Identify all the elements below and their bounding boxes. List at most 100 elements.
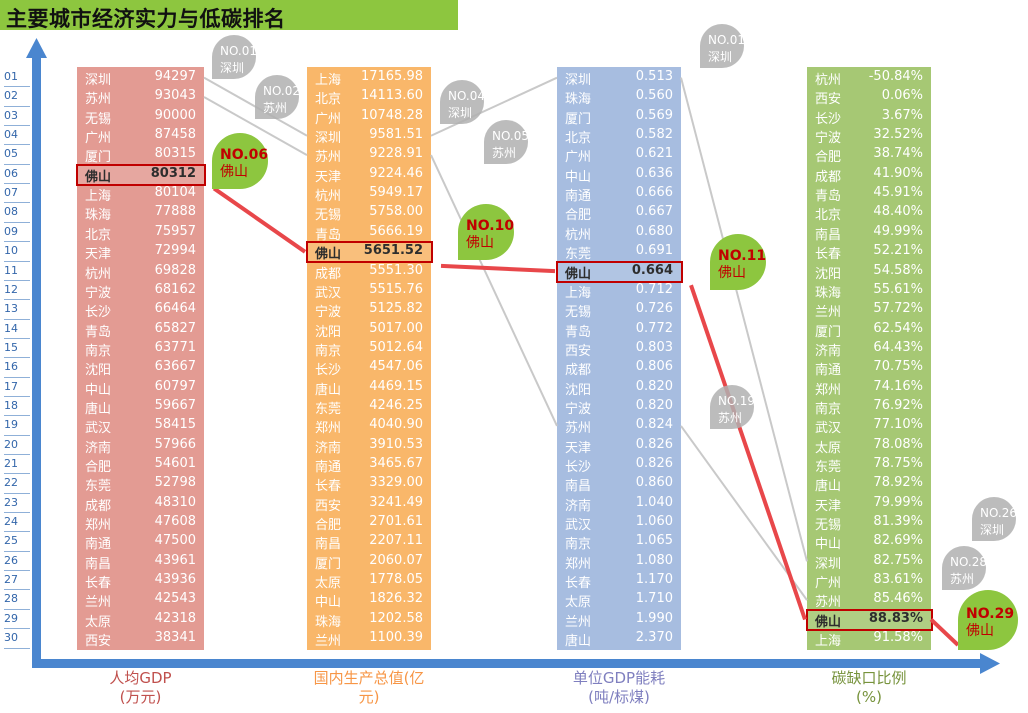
city-name: 济南 bbox=[85, 440, 112, 456]
city-name: 东莞 bbox=[815, 460, 842, 475]
city-name: 南通 bbox=[815, 363, 842, 379]
city-value: 78.92% bbox=[873, 475, 923, 491]
table-row: 珠海 55.61% bbox=[815, 282, 923, 301]
table-row: 深圳 94297 bbox=[85, 69, 196, 88]
table-row: 佛山 88.83% bbox=[815, 611, 923, 630]
callout-rank: NO.19 bbox=[718, 394, 755, 408]
city-name: 南通 bbox=[315, 460, 342, 475]
table-row: 长沙 4547.06 bbox=[315, 359, 423, 378]
city-name: 南通 bbox=[85, 537, 112, 553]
rank-label: 15 bbox=[4, 340, 18, 354]
rank-separator bbox=[4, 454, 30, 455]
city-value: 0.664 bbox=[631, 262, 673, 278]
table-row: 北京 75957 bbox=[85, 224, 196, 243]
table-row: 南昌 49.99% bbox=[815, 224, 923, 243]
column-label: 人均GDP (万元) bbox=[109, 669, 172, 706]
city-name: 长春 bbox=[565, 576, 592, 592]
table-row: 东莞 4246.25 bbox=[315, 398, 423, 417]
city-name: 无锡 bbox=[565, 305, 592, 321]
city-value: 0.860 bbox=[635, 475, 673, 491]
city-name: 长春 bbox=[815, 247, 842, 263]
city-name: 沈阳 bbox=[565, 382, 592, 398]
table-row: 南京 76.92% bbox=[815, 398, 923, 417]
city-value: 77.10% bbox=[873, 417, 923, 433]
city-name: 天津 bbox=[315, 169, 342, 185]
highlight-box bbox=[76, 163, 206, 187]
table-row: 天津 0.826 bbox=[565, 437, 673, 456]
city-value: 64.43% bbox=[873, 339, 923, 355]
column-label: 单位GDP能耗 (吨/标煤) bbox=[572, 669, 666, 706]
city-name: 武汉 bbox=[85, 421, 112, 437]
city-value: 70.75% bbox=[873, 359, 923, 375]
city-value: 78.08% bbox=[873, 436, 923, 452]
table-row: 郑州 47608 bbox=[85, 514, 196, 533]
city-name: 长春 bbox=[85, 576, 112, 592]
city-name: 济南 bbox=[815, 343, 842, 359]
city-value: 82.69% bbox=[873, 533, 923, 549]
table-row: 青岛 0.772 bbox=[565, 321, 673, 340]
table-row: 青岛 65827 bbox=[85, 321, 196, 340]
city-value: 0.513 bbox=[635, 69, 673, 84]
callout-bubble-gray: NO.02 苏州 bbox=[255, 75, 300, 119]
connector-line-gray bbox=[430, 76, 558, 137]
callout-city: 苏州 bbox=[492, 146, 516, 160]
city-value: 81.39% bbox=[873, 514, 923, 530]
city-value: 1202.58 bbox=[369, 610, 423, 626]
city-value: 58415 bbox=[154, 417, 196, 433]
table-row: 长春 1.170 bbox=[565, 572, 673, 591]
city-name: 青岛 bbox=[565, 324, 592, 340]
city-value: 5666.19 bbox=[369, 223, 423, 239]
table-row: 济南 57966 bbox=[85, 437, 196, 456]
city-name: 杭州 bbox=[815, 73, 842, 88]
title-bar: 主要城市经济实力与低碳排名 bbox=[0, 0, 458, 31]
connector-line-gray bbox=[203, 96, 308, 156]
city-value: 3465.67 bbox=[369, 456, 423, 471]
city-value: 0.569 bbox=[635, 107, 673, 123]
city-name: 宁波 bbox=[815, 131, 842, 147]
table-row: 郑州 4040.90 bbox=[315, 417, 423, 436]
table-row: 宁波 5125.82 bbox=[315, 301, 423, 320]
city-name: 苏州 bbox=[815, 595, 842, 611]
table-row: 西安 0.06% bbox=[815, 88, 923, 107]
city-value: 0.06% bbox=[881, 88, 923, 104]
table-row: 太原 78.08% bbox=[815, 437, 923, 456]
city-value: 0.712 bbox=[635, 281, 673, 297]
table-row: 宁波 0.820 bbox=[565, 398, 673, 417]
city-value: 77888 bbox=[154, 204, 196, 220]
table-row: 上海 17165.98 bbox=[315, 69, 423, 88]
city-name: 唐山 bbox=[315, 382, 342, 398]
city-name: 西安 bbox=[565, 343, 592, 359]
city-name: 唐山 bbox=[815, 479, 842, 495]
table-row: 珠海 77888 bbox=[85, 204, 196, 223]
rank-label: 01 bbox=[4, 70, 18, 83]
city-value: 0.582 bbox=[635, 127, 673, 143]
city-value: 2.370 bbox=[635, 630, 673, 646]
city-name: 武汉 bbox=[565, 518, 592, 534]
callout-bubble-gray: NO.01 深圳 bbox=[212, 35, 257, 79]
rank-separator bbox=[4, 144, 30, 146]
city-name: 杭州 bbox=[315, 189, 342, 205]
table-row: 兰州 1100.39 bbox=[315, 630, 423, 649]
city-name: 郑州 bbox=[815, 382, 842, 398]
table-row: 东莞 78.75% bbox=[815, 456, 923, 475]
city-name: 成都 bbox=[85, 498, 112, 514]
rank-separator bbox=[4, 105, 30, 107]
table-row: 西安 3241.49 bbox=[315, 495, 423, 514]
table-row: 兰州 1.990 bbox=[565, 611, 673, 630]
rank-separator bbox=[4, 376, 30, 378]
city-value: 0.726 bbox=[635, 301, 673, 317]
city-name: 青岛 bbox=[85, 324, 112, 340]
city-value: 65827 bbox=[154, 320, 196, 336]
table-row: 天津 79.99% bbox=[815, 495, 923, 514]
city-value: 3329.00 bbox=[369, 475, 423, 491]
city-value: 69828 bbox=[154, 262, 196, 278]
city-value: 76.92% bbox=[873, 397, 923, 413]
table-row: 厦门 2060.07 bbox=[315, 553, 423, 572]
city-value: 9228.91 bbox=[369, 146, 423, 162]
city-value: 88.83% bbox=[868, 610, 923, 626]
y-axis-bar bbox=[32, 56, 41, 668]
callout-rank: NO.26 bbox=[980, 506, 1017, 520]
rank-separator bbox=[4, 337, 30, 339]
city-value: 3.67% bbox=[881, 107, 923, 123]
city-value: 0.772 bbox=[635, 320, 673, 336]
